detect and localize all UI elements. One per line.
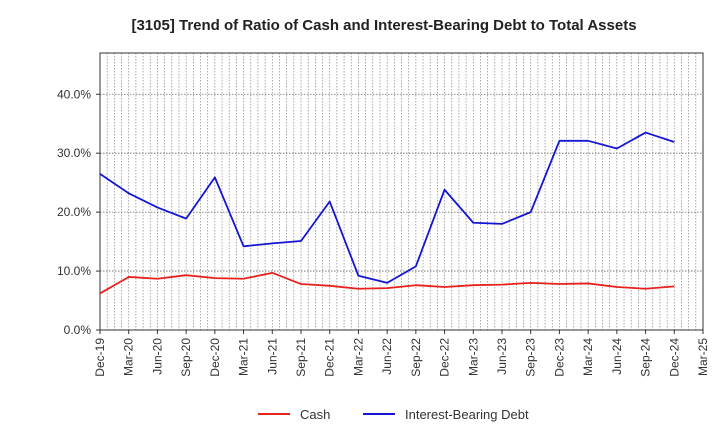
y-tick-label: 20.0% <box>57 205 91 219</box>
x-tick-label: Dec-20 <box>208 338 222 377</box>
x-tick-label: Jun-22 <box>380 338 394 375</box>
legend-item-interest-bearing-debt: Interest-Bearing Debt <box>363 407 529 422</box>
x-tick-label: Jun-21 <box>265 338 279 375</box>
x-tick-label: Mar-22 <box>351 338 365 376</box>
x-tick-label: Dec-23 <box>552 338 566 377</box>
legend-label: Cash <box>300 407 330 422</box>
plot-area: 0.0% 10.0% 20.0% 30.0% 40.0% Dec-19 Mar-20 Jun-… <box>57 52 710 377</box>
x-tick-label: Mar-24 <box>581 338 595 376</box>
x-tick-label: Jun-24 <box>610 338 624 375</box>
x-tick-label: Mar-20 <box>122 338 136 376</box>
y-tick-label: 10.0% <box>57 264 91 278</box>
y-tick-label: 0.0% <box>64 323 92 337</box>
x-tick-label: Sep-24 <box>639 338 653 377</box>
x-tick-label: Sep-22 <box>409 338 423 377</box>
x-tick-label: Dec-19 <box>93 338 107 377</box>
x-tick-label: Mar-23 <box>466 338 480 376</box>
x-tick-label: Sep-21 <box>294 338 308 377</box>
series-line-cash <box>99 271 675 295</box>
x-tick-label: Sep-23 <box>524 338 538 377</box>
legend-item-cash: Cash <box>258 407 330 422</box>
x-tick-label: Dec-24 <box>667 338 681 377</box>
x-tick-label: Dec-22 <box>438 338 452 377</box>
y-tick-label: 40.0% <box>57 87 91 101</box>
x-tick-label: Jun-23 <box>495 338 509 375</box>
legend: Cash Interest-Bearing Debt <box>258 407 529 422</box>
x-tick-label: Sep-20 <box>179 338 193 377</box>
x-tick-label: Dec-21 <box>323 338 337 377</box>
x-tick-label: Mar-25 <box>696 338 710 376</box>
legend-label: Interest-Bearing Debt <box>405 407 529 422</box>
x-tick-label: Jun-20 <box>150 338 164 375</box>
series-line-interest-bearing-debt <box>99 131 675 284</box>
x-tick-label: Mar-21 <box>237 338 251 376</box>
plot-frame <box>99 52 704 331</box>
y-tick-label: 30.0% <box>57 146 91 160</box>
chart-title: [3105] Trend of Ratio of Cash and Intere… <box>131 17 636 34</box>
